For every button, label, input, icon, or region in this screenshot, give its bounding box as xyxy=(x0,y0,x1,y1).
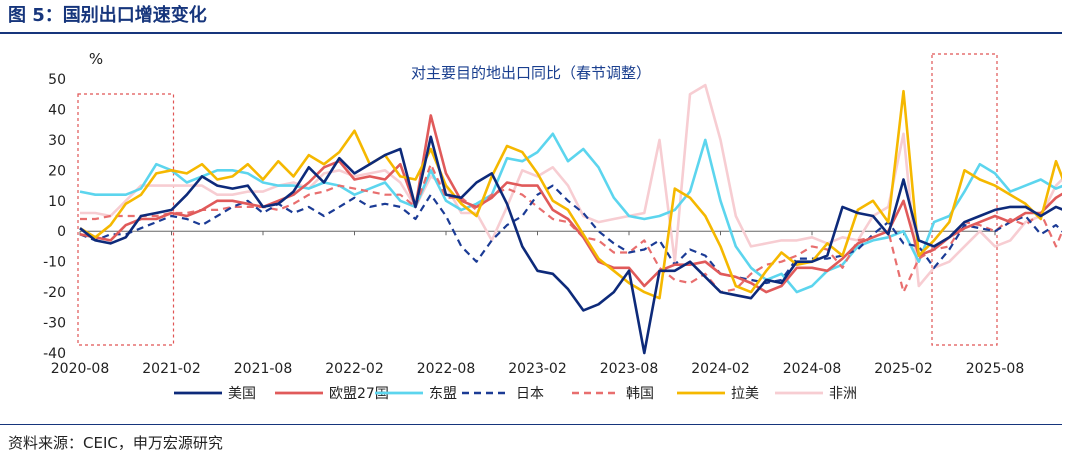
title-rule xyxy=(0,32,1062,34)
x-tick-label: 2022-02 xyxy=(325,361,384,377)
y-tick-label: 50 xyxy=(48,72,66,88)
x-tick-label: 2024-08 xyxy=(783,361,842,377)
series-line-7 xyxy=(80,83,1062,288)
y-tick-label: 40 xyxy=(48,102,66,118)
y-tick-label: 20 xyxy=(48,163,66,179)
y-tick-label: -10 xyxy=(43,255,66,271)
series-line-5 xyxy=(80,163,1062,294)
y-tick-label: 0 xyxy=(57,224,66,240)
series-line-1 xyxy=(79,135,1062,355)
figure-title: 图 5：国别出口增速变化 xyxy=(8,5,207,26)
x-tick-label: 2025-08 xyxy=(966,361,1025,377)
x-tick-label: 2023-02 xyxy=(508,361,567,377)
chart-title: 对主要目的地出口同比（春节调整） xyxy=(411,64,651,82)
line-chart: 对主要目的地出口同比（春节调整） % 50 40 30 20 10 0 -10 -20 -30 -… xyxy=(43,50,1062,402)
x-tick-label: 2021-08 xyxy=(234,361,293,377)
legend-label: 韩国 xyxy=(626,386,654,402)
source-note: 资料来源：CEIC，申万宏源研究 xyxy=(8,434,223,452)
legend-label: 美国 xyxy=(228,386,256,402)
x-tick-label: 2025-02 xyxy=(874,361,933,377)
legend-label: 东盟 xyxy=(429,386,457,402)
y-tick-label: -30 xyxy=(43,316,66,332)
x-tick-label: 2021-02 xyxy=(142,361,201,377)
legend-label: 日本 xyxy=(516,386,544,402)
series-line-4 xyxy=(79,184,1062,285)
highlight-box xyxy=(931,53,998,346)
x-tick-label: 2022-08 xyxy=(417,361,476,377)
source-rule xyxy=(0,424,1062,425)
y-tick-label: 10 xyxy=(48,194,66,210)
series-line-3 xyxy=(79,132,1062,294)
legend-label: 非洲 xyxy=(829,386,857,402)
series-line-6 xyxy=(79,89,1062,300)
legend-label: 拉美 xyxy=(731,386,759,402)
legend-label: 欧盟27国 xyxy=(329,386,389,402)
y-axis-label: % xyxy=(89,50,103,68)
x-tick-label: 2024-02 xyxy=(691,361,750,377)
y-tick-label: -40 xyxy=(43,346,66,362)
x-tick-label: 2020-08 xyxy=(51,361,110,377)
y-tick-label: -20 xyxy=(43,285,66,301)
y-tick-label: 30 xyxy=(48,133,66,149)
x-tick-label: 2023-08 xyxy=(600,361,659,377)
